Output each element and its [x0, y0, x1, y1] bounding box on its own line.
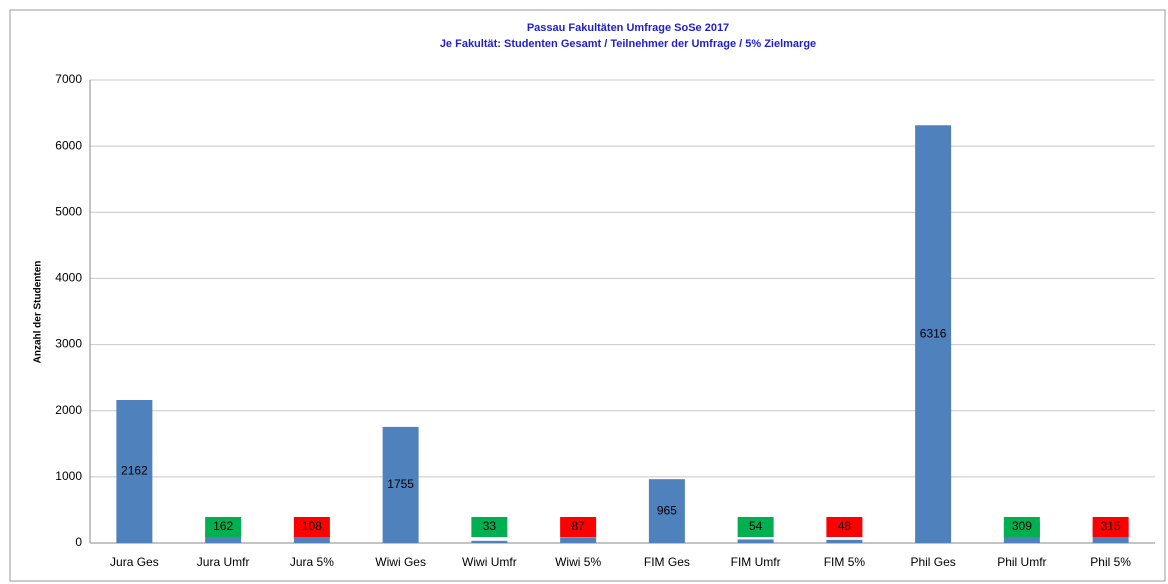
y-tick-label: 6000 [55, 138, 82, 152]
value-label: 162 [213, 519, 233, 533]
y-tick-label: 4000 [55, 271, 82, 285]
value-label-box [205, 517, 242, 537]
value-label: 33 [483, 519, 497, 533]
chart-border [9, 9, 1166, 582]
value-label: 87 [571, 519, 585, 533]
x-tick-label: FIM 5% [824, 555, 866, 569]
bar [915, 125, 952, 544]
value-label: 48 [838, 519, 852, 533]
bar [826, 539, 863, 543]
y-axis-label: Anzahl der Studenten [33, 261, 44, 364]
value-label: 309 [1012, 519, 1032, 533]
y-tick-label: 2000 [55, 403, 82, 417]
bar [560, 537, 597, 543]
value-label: 1755 [387, 477, 414, 491]
x-tick-label: Jura Ges [110, 555, 159, 569]
x-tick-label: FIM Ges [644, 555, 690, 569]
value-label-box [1092, 517, 1129, 537]
bar [205, 532, 242, 543]
value-label-box [1003, 517, 1040, 537]
x-tick-label: Wiwi Umfr [462, 555, 517, 569]
bar [116, 399, 153, 543]
value-label: 6316 [920, 326, 947, 340]
y-tick-label: 5000 [55, 204, 82, 218]
x-tick-label: Jura 5% [290, 555, 334, 569]
y-tick-label: 7000 [55, 72, 82, 86]
x-tick-label: Jura Umfr [197, 555, 250, 569]
y-tick-label: 3000 [55, 337, 82, 351]
value-label: 315 [1101, 519, 1121, 533]
y-tick-label: 1000 [55, 469, 82, 483]
value-label-box [737, 517, 774, 537]
value-label: 54 [749, 519, 763, 533]
x-tick-label: Wiwi Ges [375, 555, 426, 569]
value-label-box [471, 517, 508, 537]
x-tick-label: Wiwi 5% [555, 555, 601, 569]
bar [382, 426, 419, 543]
value-label: 965 [657, 503, 677, 517]
x-tick-label: FIM Umfr [731, 555, 781, 569]
value-label-box [560, 517, 597, 537]
y-tick-label: 0 [75, 535, 82, 549]
bar [648, 479, 685, 543]
chart-title: Passau Fakultäten Umfrage SoSe 2017 [527, 22, 729, 34]
chart-subtitle: Je Fakultät: Studenten Gesamt / Teilnehm… [440, 38, 816, 50]
value-label: 2162 [121, 464, 148, 478]
bar [737, 539, 774, 543]
value-label-box [293, 517, 330, 537]
x-tick-label: Phil Umfr [997, 555, 1046, 569]
bar [293, 535, 330, 543]
x-tick-label: Phil Ges [910, 555, 955, 569]
value-label: 108 [302, 519, 322, 533]
value-label-box [826, 517, 863, 537]
bar [471, 540, 508, 543]
x-tick-label: Phil 5% [1090, 555, 1131, 569]
